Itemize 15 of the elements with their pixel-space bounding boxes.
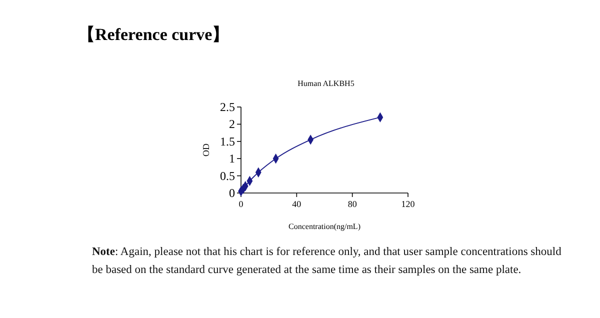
text: Note: Again, please not that his chart is for reference only, and that user sample concentrations should be based on the standard curve generated at the same time as their samples on the same plate. <box>92 245 562 278</box>
x-tick-label: 120 <box>401 199 416 209</box>
y-tick-label: 1.5 <box>220 134 235 148</box>
y-axis-title: OD <box>201 143 211 156</box>
y-tick-label: 0 <box>229 186 235 200</box>
x-axis-title: Concentration(ng/mL) <box>288 222 361 231</box>
x-tick-label: 40 <box>292 199 302 209</box>
chart-subtitle: Human ALKBH5 <box>298 79 354 88</box>
y-tick-label: 1 <box>229 152 235 166</box>
y-tick-label: 2 <box>229 117 235 132</box>
y-tick-label: 0.5 <box>220 168 235 183</box>
x-tick-label: 80 <box>348 199 358 209</box>
y-tick-label: 2.5 <box>220 100 235 114</box>
chart-title: 【Reference curve】 <box>78 25 230 44</box>
x-tick-label: 0 <box>238 199 244 209</box>
